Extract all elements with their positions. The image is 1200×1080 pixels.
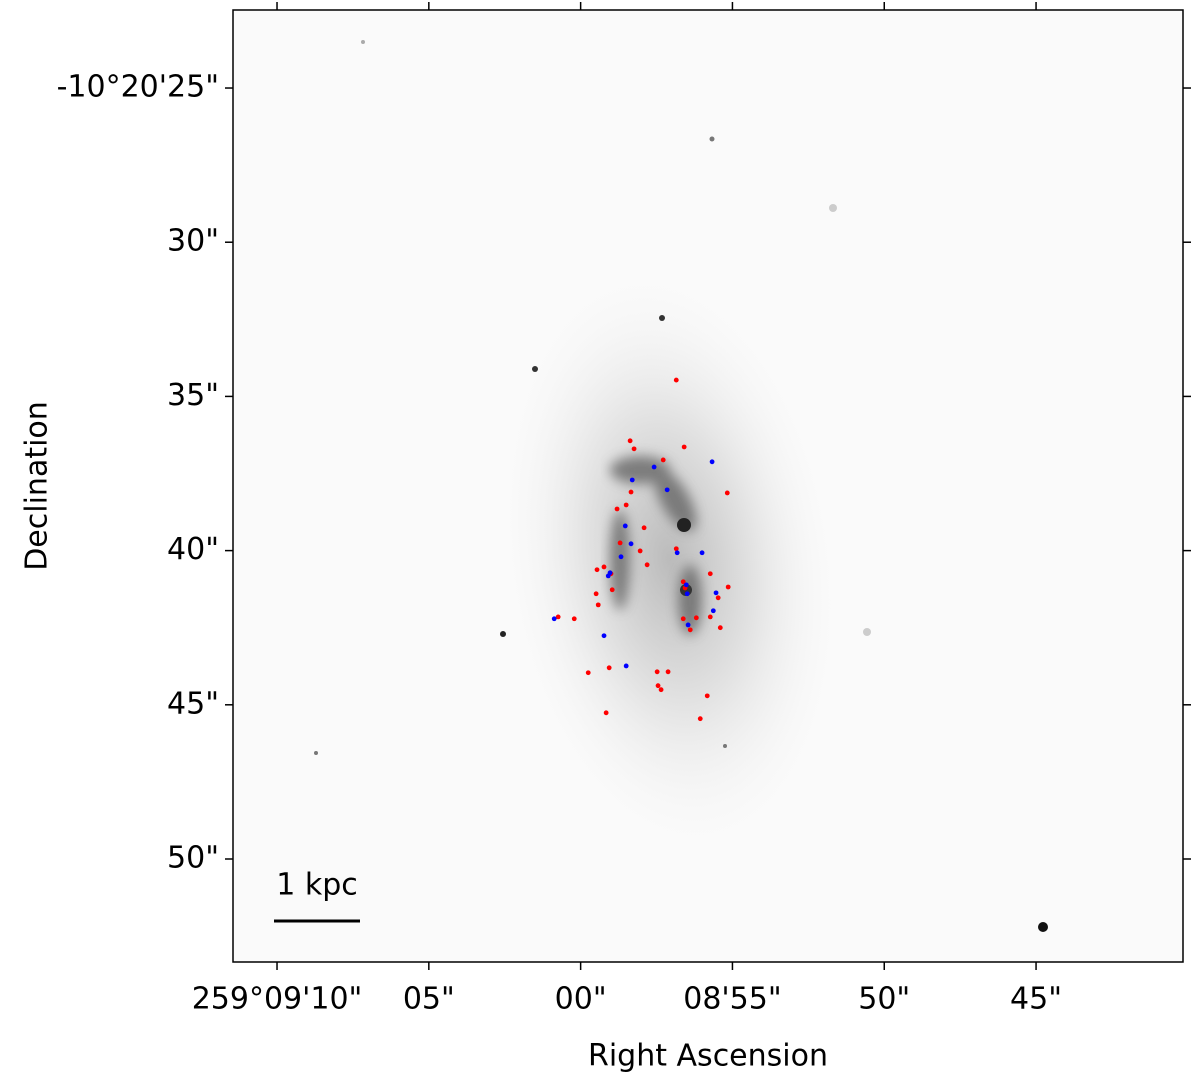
point — [680, 579, 686, 585]
point — [693, 615, 699, 621]
point — [709, 459, 715, 465]
point — [704, 693, 710, 699]
point — [603, 710, 609, 716]
point — [628, 489, 634, 495]
point — [629, 477, 635, 483]
point — [595, 602, 601, 608]
galaxy-image — [233, 10, 1183, 962]
point — [673, 546, 679, 552]
point — [618, 554, 624, 560]
x-tick-label: 259°09'10" — [192, 982, 363, 1017]
point — [658, 687, 664, 693]
point — [594, 567, 600, 573]
point — [660, 457, 666, 463]
point — [687, 627, 693, 633]
point — [724, 490, 730, 496]
point — [699, 550, 705, 556]
point — [627, 438, 633, 444]
scale-label: 1 kpc — [276, 868, 358, 903]
point — [644, 562, 650, 568]
point — [664, 487, 670, 493]
point — [707, 571, 713, 577]
point — [617, 540, 623, 546]
point — [609, 587, 615, 593]
point — [683, 582, 689, 588]
point — [685, 622, 691, 628]
point — [623, 502, 629, 508]
point — [593, 591, 599, 597]
point — [606, 665, 612, 671]
point — [673, 377, 679, 383]
y-tick-label: 30" — [167, 224, 219, 259]
point — [555, 614, 561, 620]
point — [717, 625, 723, 631]
point — [605, 573, 611, 579]
point — [674, 550, 680, 556]
point — [725, 584, 731, 590]
point — [697, 716, 703, 722]
point — [713, 590, 719, 596]
y-tick-label: 40" — [167, 532, 219, 567]
point — [601, 633, 607, 639]
point — [665, 669, 671, 675]
point — [551, 616, 557, 622]
point — [601, 564, 607, 570]
point — [585, 670, 591, 676]
x-tick-label: 50" — [858, 982, 910, 1017]
point — [628, 541, 634, 547]
y-tick-label: 50" — [167, 840, 219, 875]
point — [623, 663, 629, 669]
y-tick-label: 45" — [167, 686, 219, 721]
point — [641, 525, 647, 531]
x-tick-label: 08'55" — [683, 982, 781, 1017]
point — [654, 669, 660, 675]
point — [715, 595, 721, 601]
point — [710, 608, 716, 614]
point — [637, 548, 643, 554]
point — [614, 506, 620, 512]
point — [684, 591, 690, 597]
x-axis-label: Right Ascension — [588, 1039, 828, 1074]
x-tick-label: 05" — [403, 982, 455, 1017]
x-tick-label: 45" — [1010, 982, 1062, 1017]
x-tick-label: 00" — [555, 982, 607, 1017]
point — [631, 446, 637, 452]
point — [655, 683, 661, 689]
point — [680, 616, 686, 622]
point — [681, 444, 687, 450]
y-axis-label: Declination — [20, 401, 55, 571]
y-tick-label: -10°20'25" — [57, 70, 219, 105]
point — [571, 616, 577, 622]
y-tick-label: 35" — [167, 378, 219, 413]
point — [622, 523, 628, 529]
plot-frame — [232, 9, 1184, 963]
point — [651, 464, 657, 470]
point — [707, 614, 713, 620]
